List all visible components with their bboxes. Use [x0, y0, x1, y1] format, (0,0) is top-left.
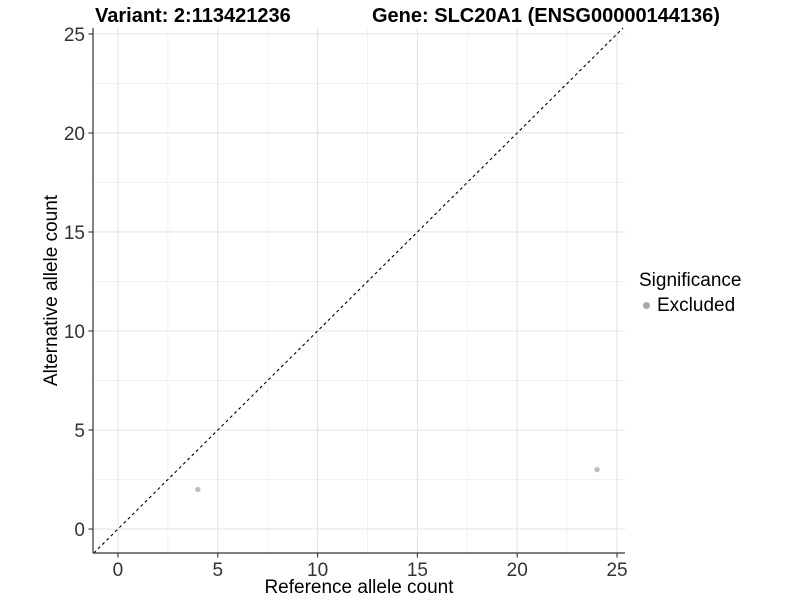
legend-entry-excluded: Excluded — [639, 295, 741, 317]
plot-title-gene: Gene: SLC20A1 (ENSG00000144136) — [372, 5, 720, 27]
y-tick-label: 10 — [64, 322, 85, 343]
legend-title: Significance — [639, 270, 742, 291]
legend-entry-label: Excluded — [657, 294, 736, 316]
plot-title-variant: Variant: 2:113421236 — [95, 5, 291, 27]
y-tick-label: 0 — [74, 520, 85, 541]
x-tick-label: 15 — [407, 560, 428, 581]
legend: Significance Excluded — [639, 270, 741, 317]
data-point — [594, 466, 600, 473]
legend-key-dot-icon — [643, 302, 650, 310]
y-tick-label: 20 — [64, 124, 85, 145]
x-tick-label: 5 — [212, 560, 223, 581]
y-tick-label: 25 — [64, 25, 85, 46]
y-tick-label: 5 — [74, 421, 85, 442]
x-axis-title: Reference allele count — [264, 577, 454, 598]
data-point — [195, 486, 201, 493]
identity-reference-line — [93, 27, 624, 554]
y-tick-label: 15 — [64, 223, 85, 244]
x-tick-label: 0 — [113, 560, 124, 581]
x-tick-label: 20 — [507, 560, 528, 581]
x-tick-label: 25 — [606, 560, 627, 581]
y-axis-title: Alternative allele count — [41, 194, 62, 386]
x-tick-label: 10 — [307, 560, 328, 581]
